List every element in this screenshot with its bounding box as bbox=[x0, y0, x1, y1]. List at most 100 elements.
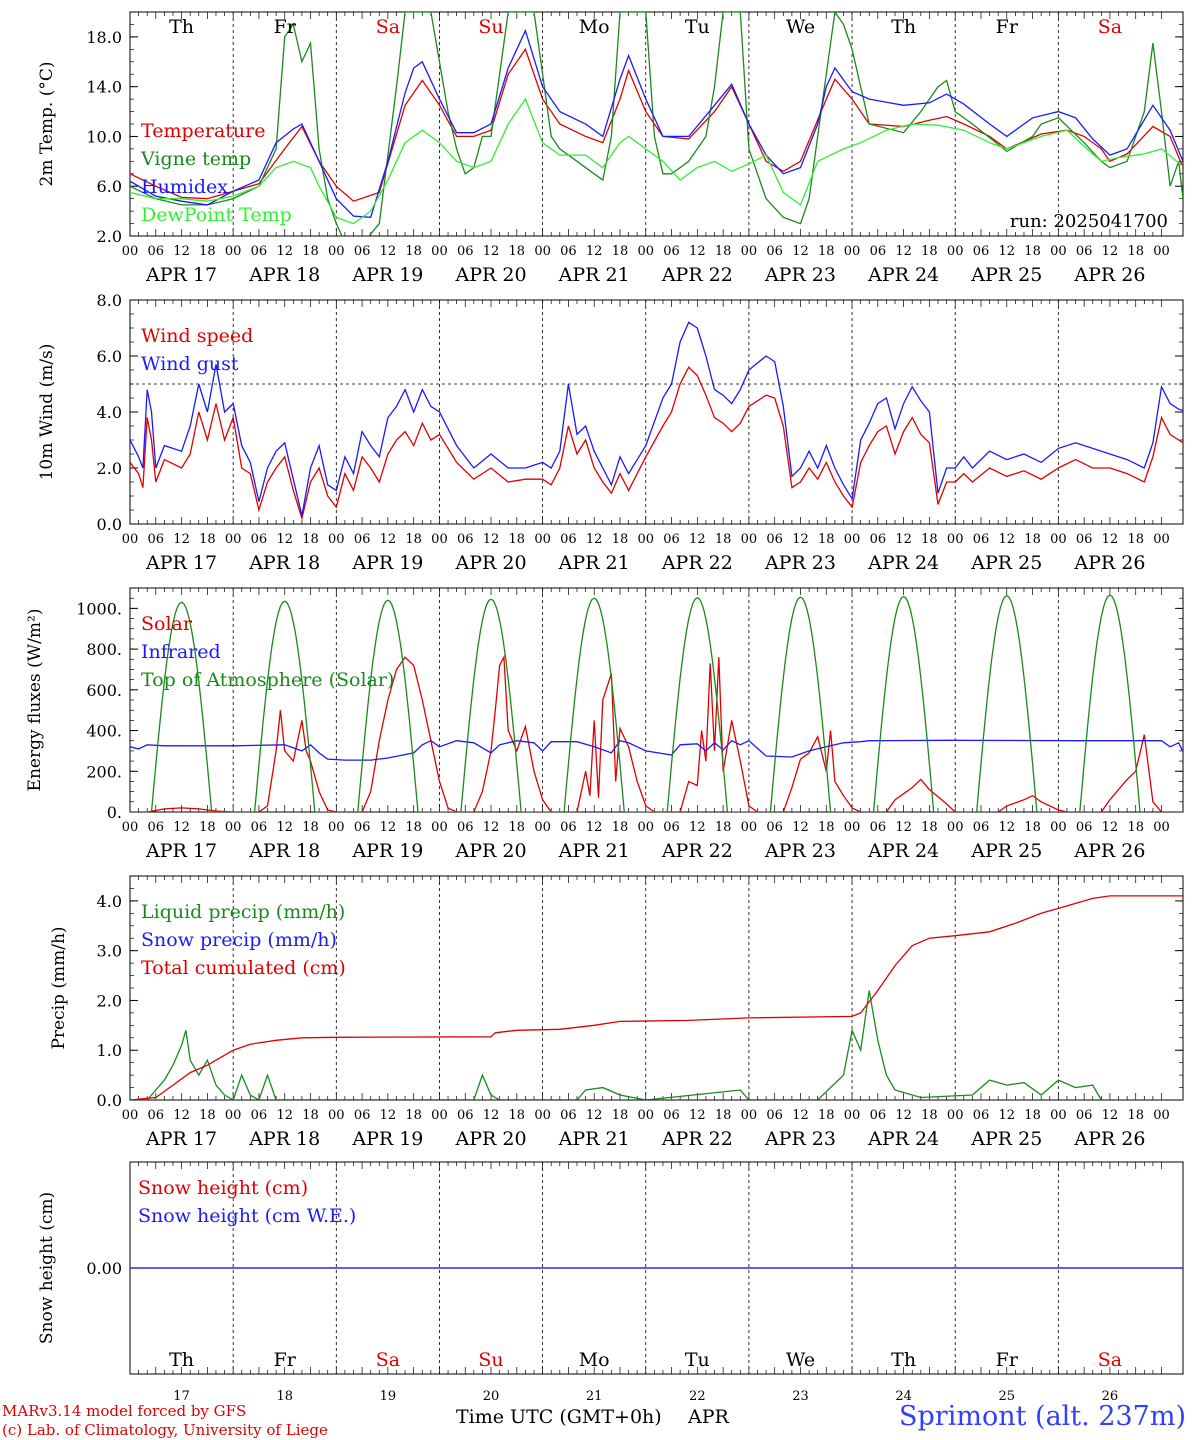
panel-3-hour-label: 12 bbox=[1102, 820, 1119, 835]
panel-2-hour-label: 12 bbox=[173, 532, 190, 547]
panel-2-day-label: APR 20 bbox=[455, 552, 527, 574]
panel-2-hour-label: 00 bbox=[328, 532, 345, 547]
panel-1-hour-label: 12 bbox=[792, 244, 809, 259]
panel-3-hour-label: 00 bbox=[844, 820, 861, 835]
panel-3-day-label: APR 26 bbox=[1073, 840, 1145, 862]
panel-4-day-label: APR 17 bbox=[145, 1128, 217, 1150]
panel-1-ytick-label: 10.0 bbox=[86, 127, 122, 146]
panel-3-hour-label: 18 bbox=[612, 820, 629, 835]
day-number-9: 26 bbox=[1102, 1389, 1119, 1404]
day-number-4: 21 bbox=[586, 1389, 603, 1404]
panel-1-ytick-label: 14.0 bbox=[86, 78, 122, 97]
panel-4-ytick-label: 3.0 bbox=[97, 942, 122, 961]
panel-4-series-0 bbox=[130, 990, 1102, 1100]
panel-1-hour-label: 18 bbox=[302, 244, 319, 259]
panel-3-hour-label: 18 bbox=[1024, 820, 1041, 835]
panel-3-hour-label: 06 bbox=[870, 820, 887, 835]
panel-3-hour-label: 18 bbox=[921, 820, 938, 835]
panel-3-hour-label: 00 bbox=[1153, 820, 1170, 835]
panel-4-hour-label: 06 bbox=[870, 1108, 887, 1123]
panel-4-day-label: APR 24 bbox=[867, 1128, 939, 1150]
panel-1-hour-label: 18 bbox=[405, 244, 422, 259]
panel-1-hour-label: 18 bbox=[715, 244, 732, 259]
panel-4-hour-label: 12 bbox=[689, 1108, 706, 1123]
panel-3-day-label: APR 18 bbox=[248, 840, 320, 862]
panel-4-hour-label: 12 bbox=[173, 1108, 190, 1123]
panel-3-hour-label: 12 bbox=[173, 820, 190, 835]
panel-1-hour-label: 18 bbox=[509, 244, 526, 259]
panel-3-legend-2: Top of Atmosphere (Solar) bbox=[141, 669, 394, 691]
panel-2-hour-label: 06 bbox=[148, 532, 165, 547]
weekday-top-8: Fr bbox=[996, 16, 1019, 38]
panel-3-legend-0: Solar bbox=[141, 613, 193, 635]
panel-3-series-1 bbox=[130, 739, 1183, 761]
panel-1-hour-label: 00 bbox=[1153, 244, 1170, 259]
panel-2-hour-label: 06 bbox=[766, 532, 783, 547]
panel-3-hour-label: 00 bbox=[534, 820, 551, 835]
panel-3-hour-label: 12 bbox=[689, 820, 706, 835]
panel-3-ylabel: Energy fluxes (W/m²) bbox=[25, 609, 45, 792]
panel-3-ytick-label: 200. bbox=[86, 762, 122, 781]
panel-1-hour-label: 06 bbox=[973, 244, 990, 259]
weekday-bottom-6: We bbox=[786, 1349, 815, 1371]
panel-4-day-label: APR 19 bbox=[351, 1128, 423, 1150]
panel-2-hour-label: 06 bbox=[457, 532, 474, 547]
weekday-bottom-5: Tu bbox=[685, 1349, 710, 1371]
panel-4-hour-label: 06 bbox=[973, 1108, 990, 1123]
panel-1-day-label: APR 26 bbox=[1073, 264, 1145, 286]
panel-4-legend-1: Snow precip (mm/h) bbox=[141, 929, 337, 951]
panel-2-hour-label: 06 bbox=[663, 532, 680, 547]
panel-2-day-label: APR 18 bbox=[248, 552, 320, 574]
panel-1-hour-label: 12 bbox=[276, 244, 293, 259]
panel-1-day-label: APR 18 bbox=[248, 264, 320, 286]
panel-4-hour-label: 06 bbox=[663, 1108, 680, 1123]
weekday-bottom-2: Sa bbox=[376, 1349, 400, 1371]
panel-4-day-label: APR 26 bbox=[1073, 1128, 1145, 1150]
panel-2-hour-label: 00 bbox=[534, 532, 551, 547]
panel-1-hour-label: 00 bbox=[741, 244, 758, 259]
panel-1-hour-label: 00 bbox=[844, 244, 861, 259]
panel-2-hour-label: 00 bbox=[1153, 532, 1170, 547]
weekday-bottom-8: Fr bbox=[996, 1349, 1019, 1371]
panel-4-hour-label: 18 bbox=[1127, 1108, 1144, 1123]
panel-4-hour-label: 00 bbox=[122, 1108, 139, 1123]
panel-2-ylabel: 10m Wind (m/s) bbox=[37, 344, 57, 481]
panel-4-hour-label: 12 bbox=[792, 1108, 809, 1123]
panel-2-hour-label: 18 bbox=[199, 532, 216, 547]
panel-3-hour-label: 18 bbox=[405, 820, 422, 835]
panel-2-ytick-label: 8.0 bbox=[97, 291, 122, 310]
panel-2-hour-label: 00 bbox=[844, 532, 861, 547]
panel-1-hour-label: 06 bbox=[457, 244, 474, 259]
weekday-bottom-9: Sa bbox=[1098, 1349, 1122, 1371]
panel-2-day-label: APR 25 bbox=[970, 552, 1042, 574]
weekday-bottom-7: Th bbox=[891, 1349, 916, 1371]
panel-4-hour-label: 00 bbox=[431, 1108, 448, 1123]
panel-2-day-label: APR 24 bbox=[867, 552, 939, 574]
panel-4-ylabel: Precip (mm/h) bbox=[49, 926, 69, 1049]
panel-2-day-label: APR 19 bbox=[351, 552, 423, 574]
weekday-top-7: Th bbox=[891, 16, 916, 38]
panel-4-day-label: APR 22 bbox=[661, 1128, 733, 1150]
panel-3-day-label: APR 23 bbox=[764, 840, 836, 862]
panel-3-hour-label: 12 bbox=[586, 820, 603, 835]
panel-4-day-label: APR 21 bbox=[558, 1128, 630, 1150]
panel-1-hour-label: 00 bbox=[328, 244, 345, 259]
panel-3-day-label: APR 20 bbox=[455, 840, 527, 862]
panel-4-hour-label: 12 bbox=[895, 1108, 912, 1123]
panel-2-ytick-label: 0.0 bbox=[97, 515, 122, 534]
panel-3-hour-label: 06 bbox=[1076, 820, 1093, 835]
panel-1-hour-label: 00 bbox=[947, 244, 964, 259]
panel-2-series-0 bbox=[130, 366, 1183, 521]
panel-2-hour-label: 12 bbox=[276, 532, 293, 547]
panel-4-hour-label: 18 bbox=[302, 1108, 319, 1123]
panel-1-legend-1: Vigne temp bbox=[140, 148, 251, 170]
panel-1-hour-label: 12 bbox=[483, 244, 500, 259]
panel-3-hour-label: 12 bbox=[792, 820, 809, 835]
panel-4-series-2 bbox=[130, 895, 1183, 1100]
panel-1-hour-label: 06 bbox=[560, 244, 577, 259]
panel-4-hour-label: 12 bbox=[999, 1108, 1016, 1123]
day-number-3: 20 bbox=[483, 1389, 500, 1404]
panel-1-hour-label: 12 bbox=[380, 244, 397, 259]
panel-2-hour-label: 18 bbox=[1024, 532, 1041, 547]
panel-3-hour-label: 18 bbox=[302, 820, 319, 835]
